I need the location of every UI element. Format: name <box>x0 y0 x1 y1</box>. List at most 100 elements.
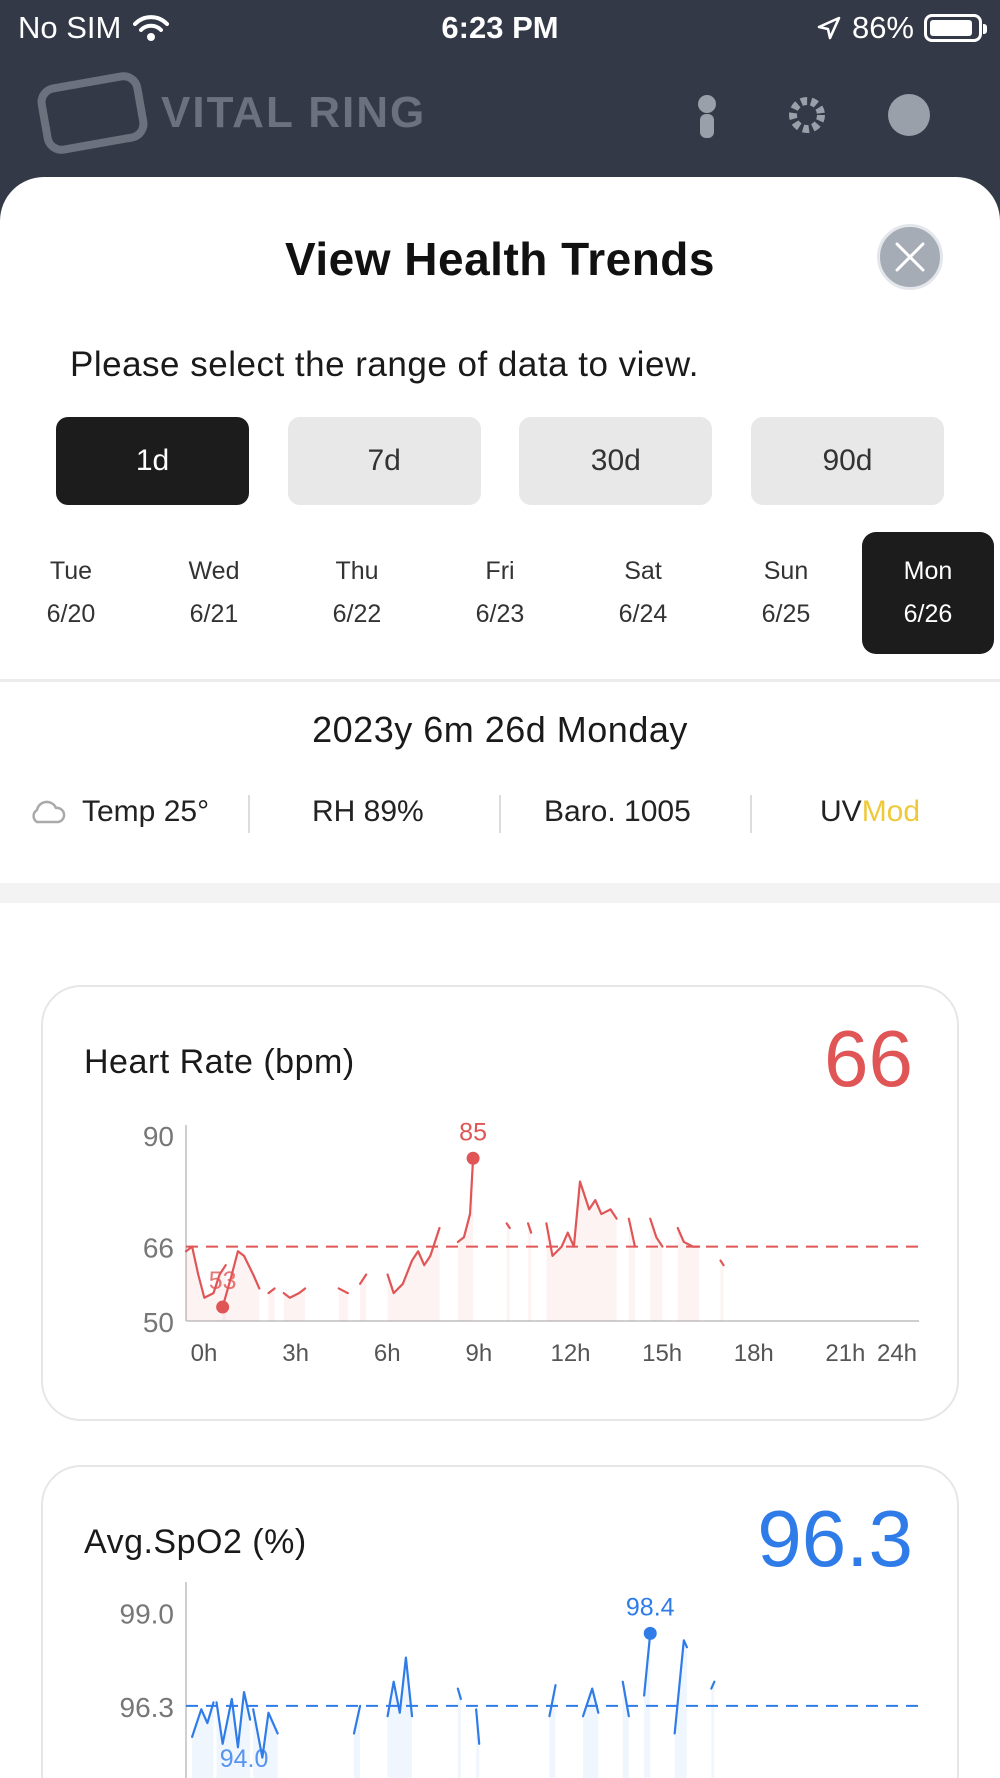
day-name: Sat <box>624 557 662 585</box>
y-tick-label: 50 <box>143 1307 174 1338</box>
day-date: 6/24 <box>618 600 668 628</box>
series-area <box>549 1685 556 1778</box>
day-mon[interactable]: Mon 6/26 <box>862 532 994 654</box>
status-right: 86% <box>816 10 987 46</box>
series-line <box>627 1217 637 1248</box>
series-line <box>386 1226 441 1295</box>
series-line <box>475 1708 481 1745</box>
range-selector: 1d 7d 30d 90d <box>56 417 944 505</box>
series-area <box>528 1223 532 1321</box>
weather-separator <box>750 795 752 833</box>
series-line <box>621 1680 630 1718</box>
series-line <box>581 1687 600 1718</box>
series-line <box>676 1226 701 1248</box>
day-date: 6/23 <box>475 600 525 628</box>
brand-mark <box>34 69 151 157</box>
status-bar: No SIM 6:23 PM 86% <box>0 0 1000 58</box>
series-area <box>283 1288 306 1321</box>
day-date: 6/25 <box>761 600 811 628</box>
close-icon <box>895 242 925 272</box>
cloud-icon <box>32 800 66 824</box>
baro-label: Baro. 1005 <box>544 795 691 828</box>
status-time: 6:23 PM <box>441 10 559 45</box>
series-line <box>282 1287 307 1299</box>
close-button[interactable] <box>877 224 943 290</box>
weather-separator <box>248 795 250 833</box>
gear-icon[interactable] <box>784 92 830 138</box>
series-line <box>337 1287 349 1295</box>
uv-level: Mod <box>861 795 921 828</box>
min-label: 94.0 <box>220 1745 269 1773</box>
series-area <box>546 1181 617 1321</box>
spo2-title: Avg.SpO2 (%) <box>84 1523 307 1561</box>
y-tick-label: 99.0 <box>120 1599 175 1630</box>
y-tick-label: 90 <box>143 1121 174 1152</box>
series-line <box>548 1684 557 1718</box>
series-area <box>583 1688 599 1778</box>
series-line <box>267 1287 276 1295</box>
battery-fill <box>930 20 973 36</box>
weather-separator <box>499 795 501 833</box>
range-button-90d[interactable]: 90d <box>750 417 944 505</box>
person-icon[interactable] <box>684 92 730 138</box>
range-button-1d[interactable]: 1d <box>56 417 249 505</box>
sheet-title: View Health Trends <box>285 233 715 285</box>
series-area <box>650 1218 663 1321</box>
heart-rate-value: 66 <box>824 1014 913 1103</box>
series-area <box>387 1228 440 1321</box>
battery-icon <box>924 14 987 42</box>
series-area <box>457 1688 461 1778</box>
series-line <box>710 1680 716 1690</box>
series-area <box>253 1709 278 1778</box>
series-line <box>358 1273 368 1285</box>
series-line <box>456 1687 462 1701</box>
day-tue[interactable]: Tue 6/20 <box>5 532 137 654</box>
day-name: Thu <box>335 557 379 585</box>
day-selector: Tue 6/20 Wed 6/21 Thu 6/22 Fri 6/23 Sat … <box>0 532 1000 654</box>
series-line <box>215 1690 252 1749</box>
carrier-label: No SIM <box>18 10 122 45</box>
series-line <box>352 1704 362 1735</box>
x-tick-label: 9h <box>466 1340 493 1367</box>
series-line <box>643 1632 652 1697</box>
series-area <box>353 1705 361 1778</box>
wifi-icon <box>133 15 170 41</box>
series-line <box>386 1656 414 1718</box>
selected-date: 2023y 6m 26d Monday <box>312 709 688 750</box>
help-icon[interactable] <box>886 92 932 138</box>
x-tick-label: 3h <box>282 1340 309 1367</box>
series-line <box>505 1222 511 1230</box>
day-wed[interactable]: Wed 6/21 <box>148 532 280 654</box>
series-line <box>719 1259 725 1267</box>
day-sat[interactable]: Sat 6/24 <box>577 532 709 654</box>
section-band <box>0 883 1000 903</box>
series-area <box>677 1228 700 1321</box>
range-button-30d[interactable]: 30d <box>519 417 713 505</box>
series-area <box>622 1681 629 1778</box>
heart-rate-card[interactable]: Heart Rate (bpm) 66 90 66 50 0h 3h 6h 9h 12h 15h… <box>41 985 959 1421</box>
day-name: Mon <box>903 557 953 585</box>
weather-baro: Baro. 1005 <box>544 787 691 837</box>
uv-label: UV <box>820 795 862 828</box>
divider <box>0 679 1000 682</box>
day-fri[interactable]: Fri 6/23 <box>434 532 566 654</box>
brand-name: VITAL RING <box>161 88 427 137</box>
series-line <box>526 1222 533 1234</box>
series-area <box>268 1288 275 1321</box>
rh-label: RH 89% <box>312 795 424 828</box>
day-name: Fri <box>485 557 515 585</box>
weather-rh: RH 89% <box>312 787 424 837</box>
range-prompt: Please select the range of data to view. <box>70 345 699 384</box>
battery-percent: 86% <box>851 10 914 45</box>
day-sun[interactable]: Sun 6/25 <box>720 532 852 654</box>
range-button-7d[interactable]: 7d <box>287 417 481 505</box>
day-thu[interactable]: Thu 6/22 <box>291 532 423 654</box>
temp-label: Temp 25° <box>82 795 210 828</box>
heart-rate-chart: 90 66 50 0h 3h 6h 9h 12h 15h 18h 21h 24h 85 53 <box>143 1118 919 1367</box>
y-tick-label: 96.3 <box>120 1692 175 1723</box>
series-line <box>191 1701 215 1738</box>
spo2-card[interactable]: Avg.SpO2 (%) 96.3 99.0 96.3 98.4 94.0 <box>41 1465 959 1778</box>
series-line <box>252 1708 279 1759</box>
series-line <box>545 1180 618 1257</box>
weather-temp: Temp 25° <box>28 787 209 837</box>
